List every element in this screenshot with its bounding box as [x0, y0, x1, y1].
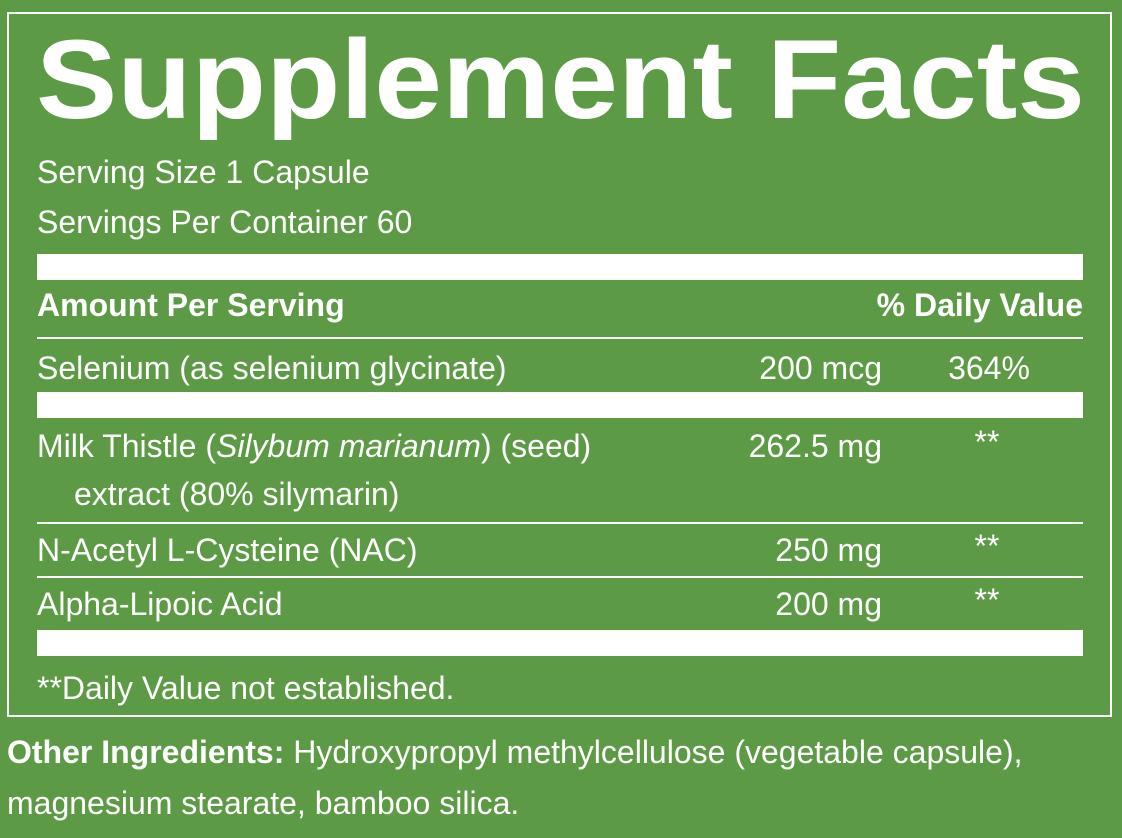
nutrient-dv: ** — [974, 528, 1000, 564]
servings-per-container: Servings Per Container 60 — [37, 204, 413, 240]
nutrient-dv: ** — [974, 424, 1000, 460]
nutrient-name: Selenium (as selenium glycinate) — [37, 350, 507, 386]
nutrient-name: Milk Thistle (Silybum marianum) (seed) — [37, 430, 591, 462]
nutrient-name: Alpha-Lipoic Acid — [37, 586, 283, 622]
footnote: **Daily Value not established. — [37, 670, 455, 706]
facts-box — [7, 12, 1112, 717]
other-text: Hydroxypropyl methylcellulose (vegetable… — [293, 734, 1023, 770]
header-daily-value: % Daily Value — [876, 287, 1083, 323]
title-svg: Supplement Facts — [36, 20, 1085, 140]
name-latin: Silybum marianum — [215, 428, 481, 464]
other-ingredients: Other Ingredients: Hydroxypropyl methylc… — [7, 736, 1022, 768]
nutrient-amount: 262.5 mg — [748, 428, 882, 464]
nutrient-amount: 250 mg — [775, 532, 882, 568]
thick-rule — [37, 254, 1083, 280]
nutrient-dv: ** — [974, 582, 1000, 618]
nutrient-dv: 364% — [948, 350, 1030, 386]
thin-rule — [37, 337, 1083, 339]
thick-rule — [37, 630, 1083, 656]
nutrient-amount: 200 mg — [775, 586, 882, 622]
thin-rule — [37, 576, 1083, 578]
thick-rule — [37, 392, 1083, 418]
header-amount: Amount Per Serving — [37, 287, 345, 323]
nutrient-name-continued: extract (80% silymarin) — [74, 476, 400, 512]
serving-size: Serving Size 1 Capsule — [37, 154, 370, 190]
nutrient-amount: 200 mcg — [759, 350, 882, 386]
name-part: Milk Thistle ( — [37, 428, 216, 464]
name-part: ) (seed) — [480, 428, 592, 464]
other-label: Other Ingredients: — [7, 734, 285, 770]
other-ingredients-continued: magnesium stearate, bamboo silica. — [7, 785, 520, 821]
nutrient-name: N-Acetyl L-Cysteine (NAC) — [37, 532, 418, 568]
title: Supplement Facts — [36, 20, 1085, 140]
thin-rule — [37, 522, 1083, 524]
